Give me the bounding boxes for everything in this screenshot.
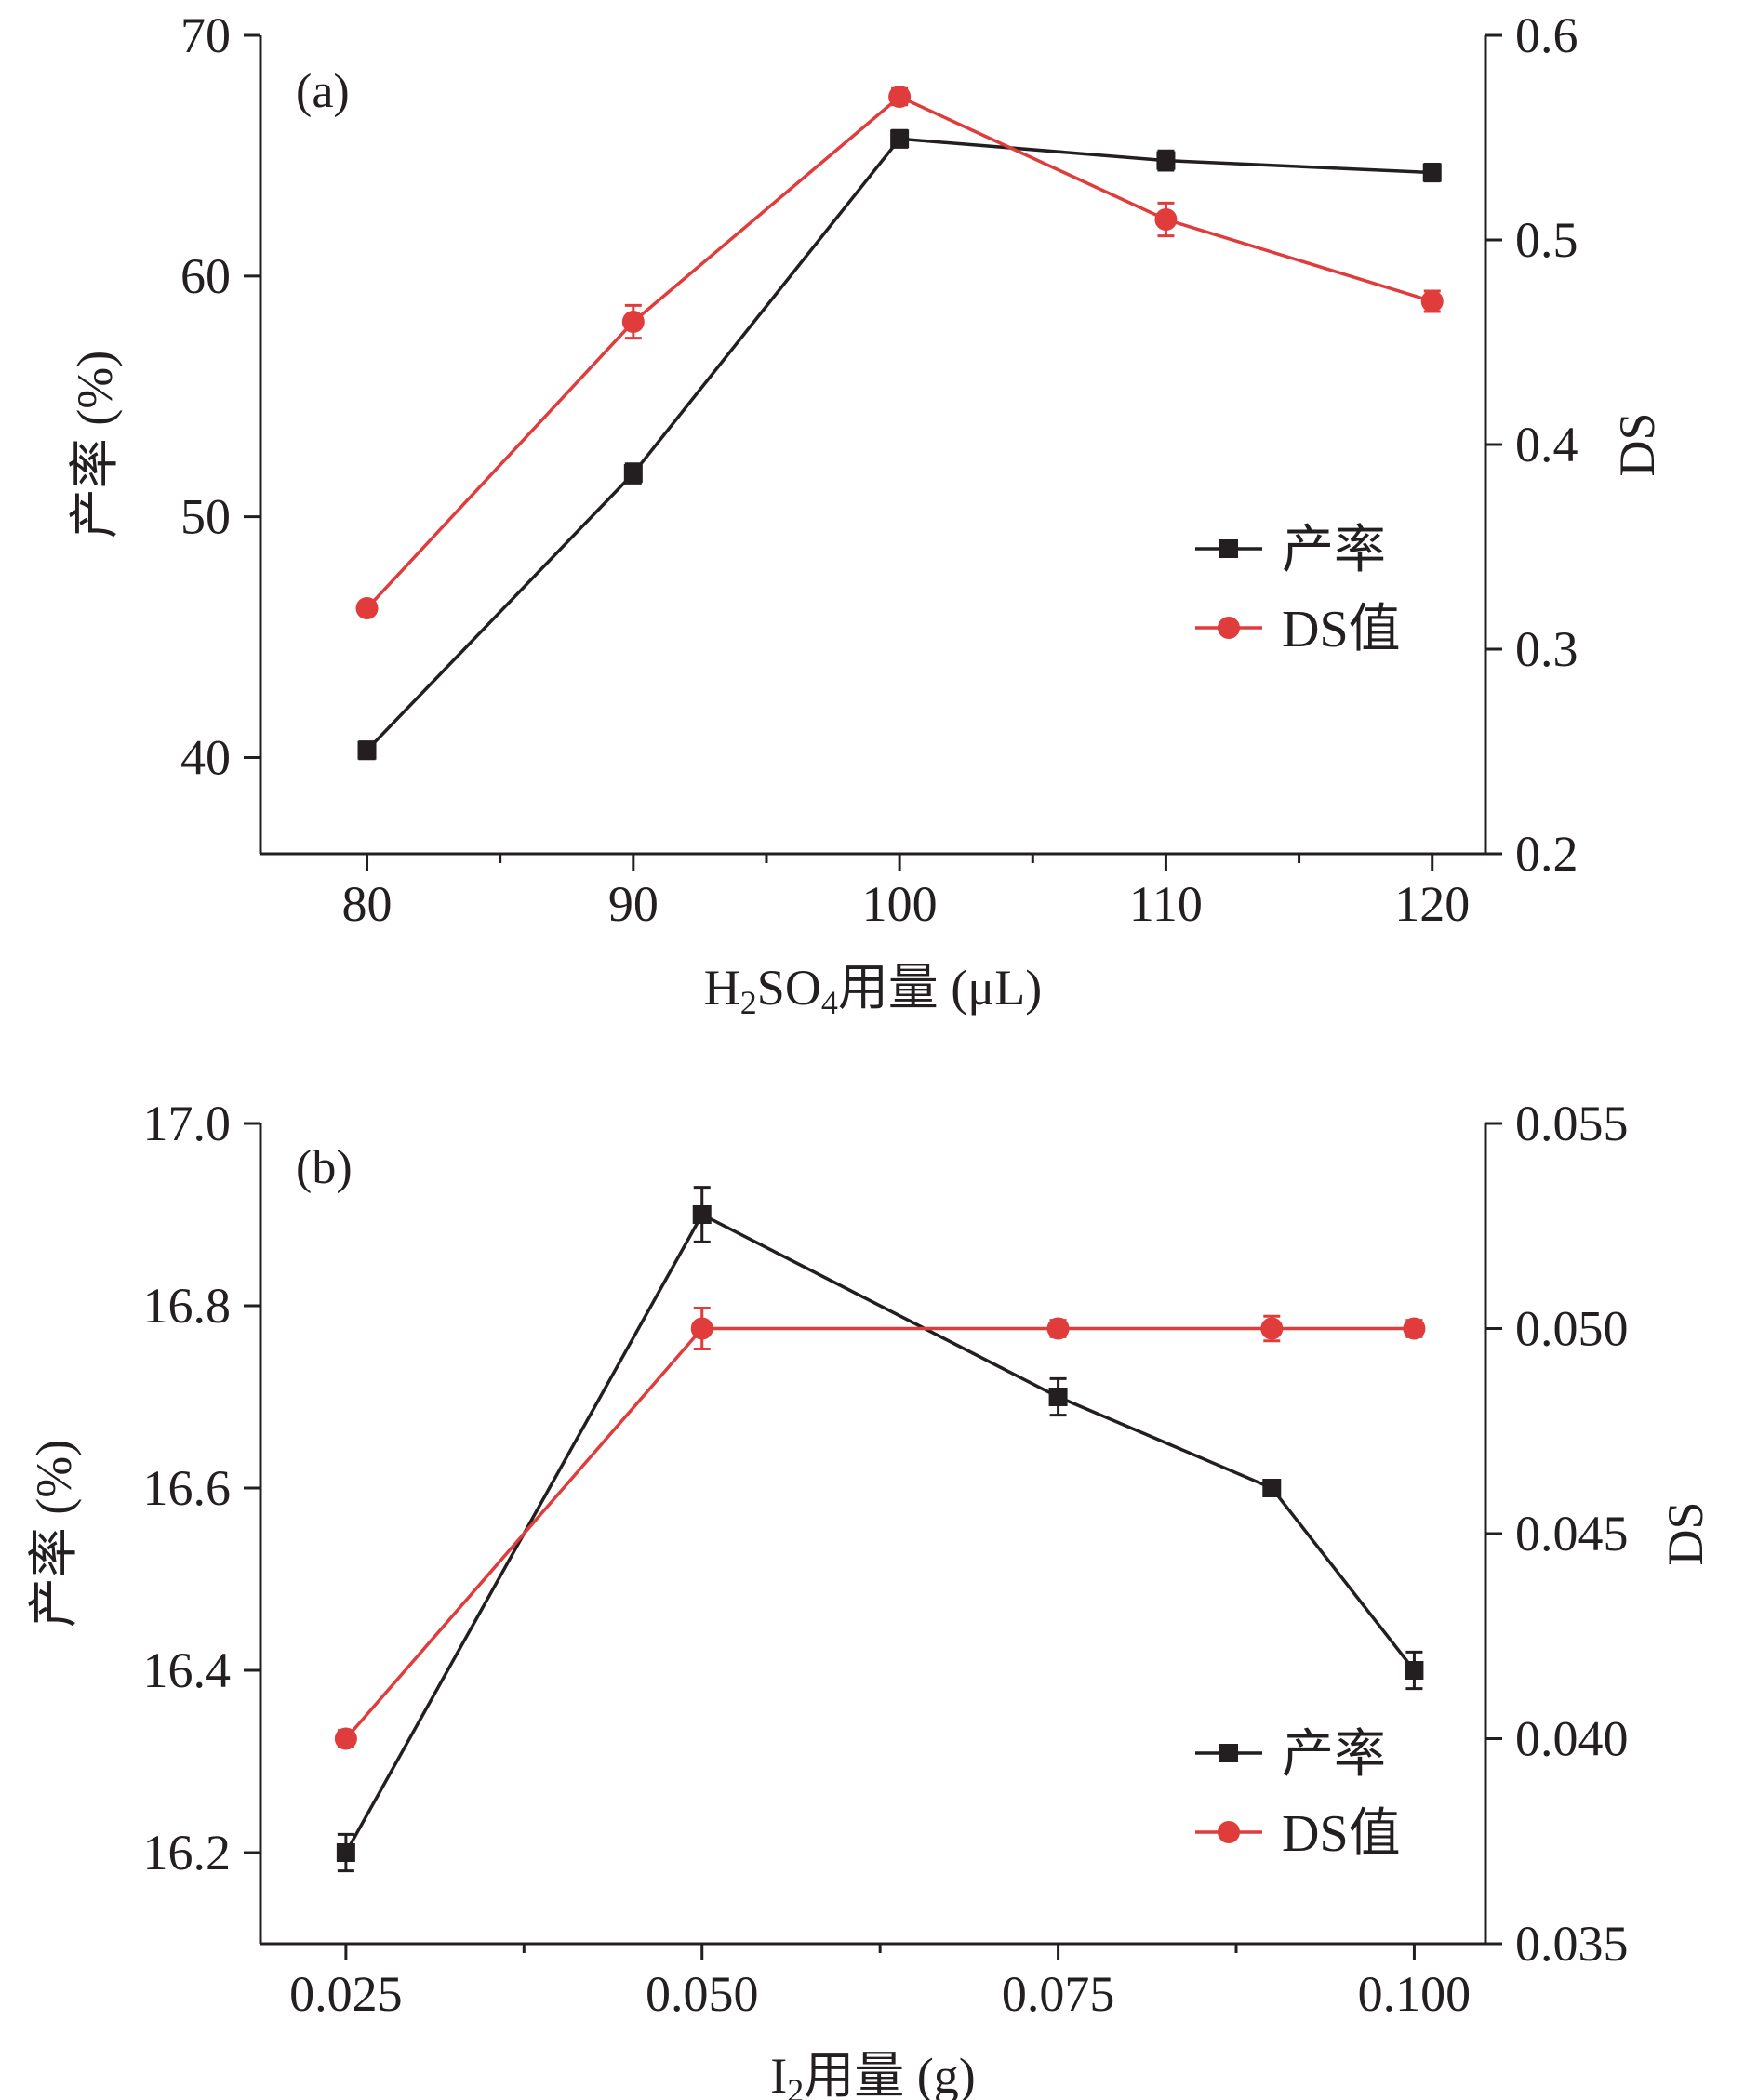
x-axis-title-tail: 用量 (g) (804, 2048, 975, 2100)
x-tick-label: 100 (862, 876, 938, 932)
legend-label: DS值 (1282, 601, 1401, 658)
data-point (1260, 1317, 1284, 1340)
x-tick-label: 0.025 (289, 1966, 403, 2022)
data-point (355, 597, 379, 619)
legend-marker (1219, 539, 1238, 558)
legend-label: 产率 (1282, 522, 1386, 579)
right-y-tick-label: 0.045 (1515, 1506, 1629, 1562)
series-ds (355, 86, 1444, 619)
right-y-tick-label: 0.4 (1515, 417, 1578, 472)
right-y-tick-label: 0.2 (1515, 826, 1578, 882)
right-y-tick-label: 0.050 (1515, 1301, 1629, 1357)
data-point (888, 86, 912, 108)
left-y-axis-title: 产率 (%) (67, 351, 123, 538)
left-y-tick-label: 70 (180, 7, 231, 63)
x-axis-title-sub1: 2 (740, 984, 757, 1021)
x-tick-label: 120 (1394, 876, 1470, 932)
x-tick-label: 0.100 (1358, 1966, 1472, 2022)
data-point (1154, 208, 1178, 231)
x-axis-title-main: H (704, 960, 740, 1016)
x-tick-label: 90 (608, 876, 659, 932)
left-y-tick-label: 16.4 (143, 1642, 232, 1698)
left-y-axis-title: 产率 (%) (26, 1440, 82, 1628)
series-line (366, 94, 1433, 610)
x-axis-title: H2SO4用量 (μL) (704, 960, 1042, 1021)
x-axis-title-sub1: 2 (787, 2072, 804, 2100)
data-point (890, 129, 910, 149)
data-point (1405, 1661, 1424, 1680)
x-axis-title-main: I (770, 2048, 787, 2100)
data-point (336, 1843, 355, 1862)
series-yield (336, 1186, 1424, 1873)
data-point (1048, 1388, 1068, 1406)
right-y-tick-label: 0.5 (1515, 212, 1578, 268)
x-axis-title: I2用量 (g) (770, 2048, 975, 2100)
x-axis-title-tail: 用量 (μL) (838, 960, 1042, 1016)
x-axis-title-sub2: 4 (821, 984, 838, 1021)
x-tick-label: 80 (342, 876, 393, 932)
data-point (334, 1727, 357, 1750)
right-y-tick-label: 0.035 (1515, 1916, 1629, 1972)
x-tick-label: 0.075 (1002, 1966, 1115, 2022)
panel-label: (a) (296, 65, 350, 118)
right-y-tick-label: 0.040 (1515, 1711, 1629, 1767)
right-y-axis-title: DS (1609, 412, 1665, 476)
data-point (1422, 163, 1442, 182)
left-y-tick-label: 16.6 (143, 1460, 232, 1516)
data-point (1262, 1479, 1282, 1497)
series-yield (357, 128, 1442, 761)
left-y-tick-label: 40 (180, 729, 231, 785)
legend-label: DS值 (1282, 1805, 1401, 1863)
x-tick-label: 110 (1129, 876, 1203, 932)
data-point (1420, 290, 1444, 312)
chart-panel-a: 80 90 100 110 120 40 50 60 70 0.2 0.3 0.4 0.5 0.6 (a) 产… (67, 7, 1665, 1021)
right-y-tick-label: 0.3 (1515, 621, 1578, 677)
data-point (1046, 1317, 1070, 1340)
legend-marker (1219, 1744, 1238, 1762)
left-y-tick-label: 17.0 (143, 1096, 232, 1151)
right-y-tick-label: 0.055 (1515, 1096, 1629, 1151)
series-line (344, 1212, 1416, 1854)
data-point (621, 311, 645, 333)
right-y-tick-label: 0.6 (1515, 7, 1578, 63)
left-y-tick-label: 50 (180, 489, 231, 545)
right-y-axis-title: DS (1658, 1501, 1713, 1565)
legend-label: 产率 (1282, 1726, 1386, 1784)
data-point (357, 740, 377, 760)
series-ds (334, 1306, 1426, 1750)
data-point (1403, 1317, 1426, 1340)
series-line (366, 137, 1432, 751)
x-axis-title-mid: SO (757, 960, 821, 1016)
legend-marker (1218, 1821, 1240, 1843)
left-y-tick-label: 16.8 (143, 1278, 232, 1334)
left-y-tick-label: 16.2 (143, 1825, 232, 1881)
legend-marker (1218, 617, 1240, 639)
data-point (690, 1317, 713, 1340)
data-point (623, 464, 643, 484)
data-point (692, 1205, 712, 1224)
series-line (344, 1326, 1415, 1740)
x-tick-label: 0.050 (646, 1966, 759, 2022)
left-y-tick-label: 60 (180, 248, 231, 304)
data-point (1156, 151, 1176, 170)
panel-label: (b) (296, 1141, 353, 1194)
chart-panel-b: 0.025 0.050 0.075 0.100 16.2 16.4 16.6 16.8 17.0… (26, 1096, 1713, 2100)
